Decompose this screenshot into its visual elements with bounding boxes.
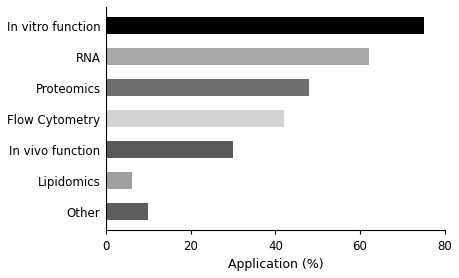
Bar: [106, 48, 369, 65]
Bar: [106, 79, 309, 96]
Bar: [106, 17, 424, 34]
Bar: [106, 172, 132, 189]
Bar: [106, 203, 148, 220]
Bar: [106, 110, 284, 127]
X-axis label: Application (%): Application (%): [228, 258, 323, 271]
Bar: [106, 141, 233, 158]
